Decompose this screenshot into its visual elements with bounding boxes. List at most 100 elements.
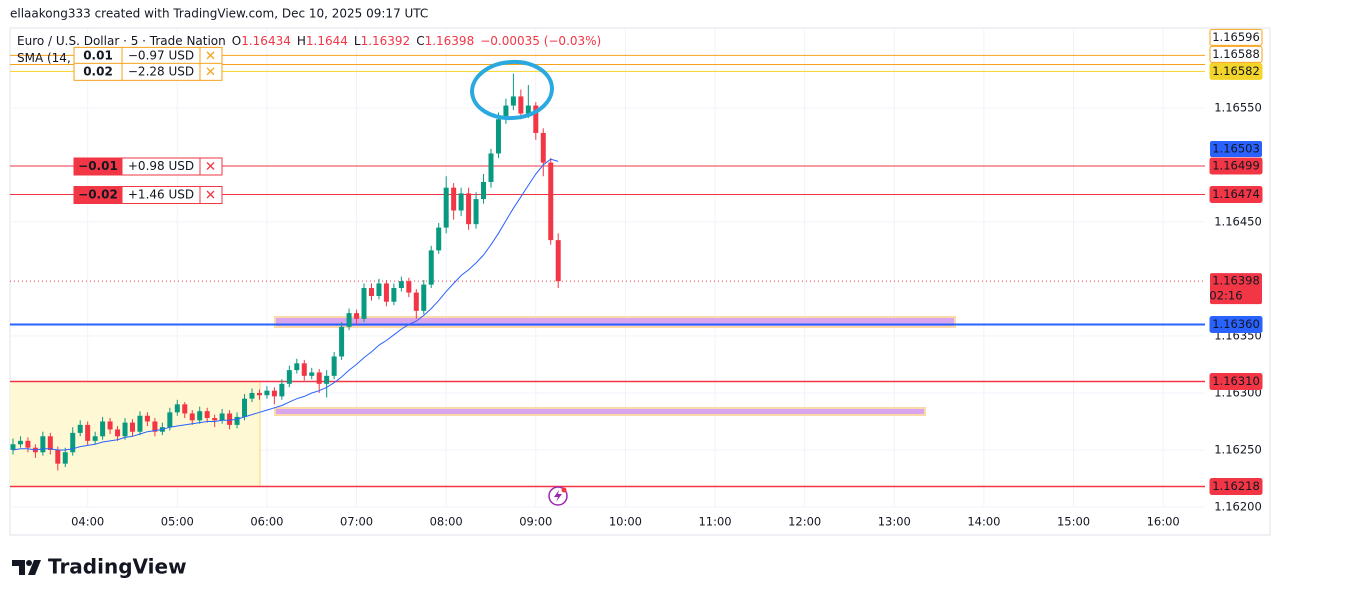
y-tick-label: 1.16450 [1214, 214, 1262, 228]
candle-body [25, 440, 31, 448]
candle-body [249, 392, 255, 399]
price-label-bg [1209, 316, 1263, 334]
candle-body [77, 424, 83, 433]
candle-body [488, 153, 494, 182]
x-tick-label: 15:00 [1057, 515, 1090, 529]
candle-body [301, 363, 307, 376]
x-tick-label: 05:00 [161, 515, 194, 529]
position-pnl: −0.97 USD [128, 48, 194, 62]
l-value: 1.16392 [361, 34, 411, 48]
sma-label-bg [1210, 140, 1262, 157]
x-tick-label: 13:00 [878, 515, 911, 529]
candle-body [55, 449, 61, 464]
candle-body [182, 404, 188, 414]
candle-body [428, 250, 434, 285]
candle-body [92, 436, 98, 441]
position-qty: −0.02 [78, 188, 118, 202]
candle-body [197, 411, 203, 421]
candle-body [466, 193, 472, 225]
candle-body [204, 411, 210, 419]
price-label-bg [1209, 157, 1263, 175]
price-label-bg [1209, 373, 1263, 391]
logo-dot [26, 560, 32, 566]
candle-body [294, 363, 300, 371]
o-label: O [232, 34, 241, 48]
candle-body [368, 288, 374, 297]
candle-body [548, 162, 554, 241]
candle-body [436, 227, 442, 251]
candle-body [518, 96, 524, 114]
l-label: L [354, 34, 361, 48]
event-bolt [554, 490, 562, 502]
o-value: 1.16434 [241, 34, 291, 48]
candle-body [144, 415, 150, 422]
price-label-bg [1209, 477, 1263, 495]
candle-body [10, 444, 16, 450]
price-label: 1.16582 [1212, 64, 1260, 78]
candle-body [324, 375, 330, 384]
candle-body [339, 326, 345, 357]
candle-body [256, 392, 262, 396]
close-icon [206, 51, 215, 60]
position-pnl: +0.98 USD [128, 159, 194, 173]
price-label: 1.16360 [1212, 317, 1260, 331]
candle-body [219, 413, 225, 421]
positions: 0.01 −0.97 USD 0.02 −2.28 USD −0.01 +0.98 USD… [73, 46, 223, 205]
candle-body [40, 436, 46, 453]
price-label-bg [1209, 45, 1263, 63]
candle-body [174, 404, 180, 413]
candle-body [398, 281, 404, 289]
position-pnl: −2.28 USD [128, 64, 194, 78]
logo-t [12, 560, 25, 575]
zone-drawing [274, 407, 926, 416]
candles [10, 73, 561, 471]
c-value: 1.16398 [425, 34, 475, 48]
legend-title: Euro / U.S. Dollar · 5 · Trade Nation O1.… [17, 34, 601, 48]
c-label: C [416, 34, 424, 48]
y-tick-label: 1.16550 [1214, 100, 1262, 114]
candle-body [264, 390, 270, 396]
current-price-bg [1210, 273, 1262, 305]
candle-body [495, 119, 501, 154]
candle-body [533, 105, 539, 133]
candle-body [129, 422, 135, 432]
y-tick-label: 1.16250 [1214, 442, 1262, 456]
candle-body [413, 292, 419, 311]
position-qty: 0.02 [83, 64, 113, 78]
candle-body [361, 288, 367, 319]
price-label: 1.16596 [1212, 30, 1260, 44]
candle-body [376, 283, 382, 297]
candle-body [212, 418, 218, 421]
x-tick-label: 07:00 [340, 515, 373, 529]
sma-label: 1.16503 [1212, 141, 1260, 155]
x-tick-label: 04:00 [71, 515, 104, 529]
price-label: 1.16499 [1212, 158, 1260, 172]
candle-body [443, 187, 449, 228]
price-label-bg [1209, 28, 1263, 46]
x-tick-label: 16:00 [1147, 515, 1180, 529]
h-value: 1.1644 [306, 34, 348, 48]
x-tick-label: 08:00 [430, 515, 463, 529]
price-label: 1.16474 [1212, 187, 1260, 201]
x-tick-label: 09:00 [519, 515, 552, 529]
candle-body [189, 413, 195, 421]
candle-body [406, 281, 412, 293]
price-label-bg [1209, 62, 1263, 80]
candle-body [525, 105, 531, 114]
highlight-box [10, 381, 260, 487]
candle-body [115, 429, 121, 437]
candle-body [17, 440, 23, 445]
candle-body [309, 372, 315, 376]
price-label: 1.16218 [1212, 479, 1260, 493]
candle-body [271, 390, 277, 397]
candle-body [227, 413, 233, 425]
position-qty: 0.01 [83, 48, 113, 62]
brand: TradingView [48, 555, 187, 579]
candle-body [234, 416, 240, 425]
candle-body [540, 132, 546, 163]
candle-body [122, 422, 128, 437]
candle-body [152, 421, 158, 432]
circle-drawing [470, 59, 554, 121]
x-tick-label: 10:00 [609, 515, 642, 529]
